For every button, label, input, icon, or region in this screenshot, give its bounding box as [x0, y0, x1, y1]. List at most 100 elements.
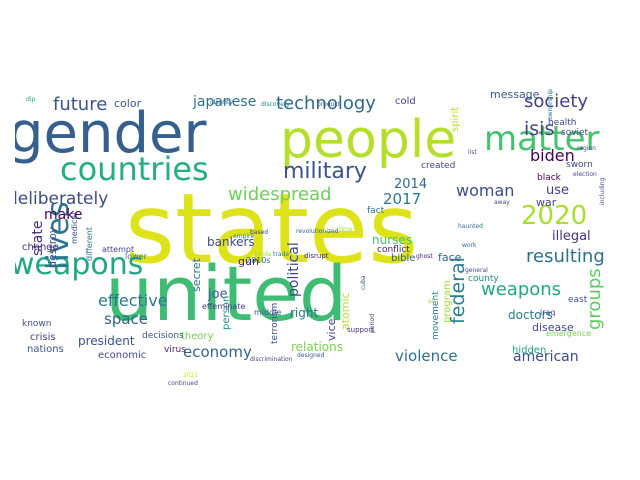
word-virus: virus [164, 345, 186, 355]
word-groups: groups [584, 268, 605, 330]
word-lives: lives [41, 201, 76, 270]
word-matter: matter [484, 119, 600, 159]
word-middle: middle [254, 308, 281, 317]
word-disease: disease [532, 321, 574, 334]
word-vice: vice [325, 318, 338, 341]
word-lower: lower [125, 252, 148, 261]
word-trade: trade [273, 251, 289, 258]
word-relations: relations [291, 340, 343, 354]
word-change: change [22, 242, 59, 253]
word-product: product [317, 101, 341, 108]
word-list: list [468, 149, 477, 156]
word-emergence: emergence [546, 329, 591, 338]
word-program: program [442, 280, 453, 323]
word-federal: federal [447, 257, 469, 324]
word-cloud: states united people gender countries matter w… [15, 78, 623, 398]
word-president: president [78, 334, 135, 348]
word-effeminate: effeminate [202, 302, 245, 311]
word-economic: economic [98, 350, 146, 361]
word-support: support [347, 326, 374, 334]
word-empire: empire [233, 233, 254, 240]
word-haunted: haunted [458, 223, 483, 230]
word-atomic: atomic [339, 292, 352, 330]
word-united: united [105, 249, 347, 338]
word-county: county [468, 274, 499, 284]
word-iraq: iraq [540, 308, 556, 317]
word-joe: joe [207, 287, 228, 302]
word-health: health [548, 118, 577, 128]
word-soviet: soviet [561, 128, 589, 138]
word-time: time [339, 226, 353, 233]
word-region: region [577, 145, 596, 152]
word-different: different [85, 227, 94, 261]
word-technology: technology [276, 93, 376, 114]
word-war: war [536, 196, 557, 209]
word-woman: woman [456, 181, 514, 200]
word-fact: fact [367, 206, 385, 216]
word-space: space [104, 310, 148, 328]
word-including: including [599, 177, 606, 205]
word-cold: cold [395, 96, 416, 107]
word-violence: violence [395, 347, 458, 365]
word-bankers: bankers [207, 235, 255, 249]
word-economy: economy [183, 343, 252, 361]
word-continued: continued [168, 380, 198, 387]
word-states: states [125, 173, 418, 285]
word-message: message [490, 88, 540, 101]
word-isis: isis [524, 118, 554, 140]
word-widespread: widespread [228, 184, 332, 205]
word-al: al [428, 298, 434, 305]
word-ownership: ownership [547, 89, 554, 120]
word-color: color [114, 97, 142, 110]
word-revolutionized: revolutionized [296, 228, 339, 235]
word-attempt: attempt [102, 245, 134, 254]
word-general: general [465, 267, 488, 274]
word-2017: 2017 [383, 190, 421, 208]
word-person: person [221, 296, 232, 330]
word-society: society [524, 91, 588, 112]
word-created: created [421, 161, 455, 171]
word-work: work [462, 242, 477, 249]
word-disrupt: disrupt [304, 252, 329, 260]
word-kinda: kinda [255, 251, 272, 258]
word-state: state [30, 221, 46, 256]
word-gender: gender [15, 101, 207, 166]
word-cuba: cuba [360, 275, 367, 290]
word-resulting: resulting [526, 246, 605, 267]
word-decisions: decisions [142, 331, 184, 341]
word-2020: 2020 [521, 201, 587, 231]
word-sworn: sworn [566, 160, 593, 170]
word-discovery: discovery [261, 101, 290, 108]
word-medical: medical [70, 212, 79, 244]
word-nations: nations [27, 344, 64, 355]
word-2014: 2014 [394, 177, 427, 192]
word-nurses: nurses [372, 233, 412, 247]
word-future: future [53, 94, 107, 115]
word-black: black [537, 173, 562, 183]
word-2010s: 2010s [246, 256, 271, 265]
word-2021: 2021 [183, 372, 198, 379]
word-american: american [513, 349, 579, 365]
word-known: known [22, 319, 52, 329]
word-illegal: illegal [552, 229, 591, 244]
word-right: right [290, 306, 318, 320]
word-deliberately: deliberately [15, 189, 108, 209]
word-period: period [369, 314, 376, 333]
word-hidden: hidden [512, 345, 546, 356]
word-spirit: spirit [450, 107, 461, 132]
word-japanese: japanese [192, 94, 256, 110]
word-make: make [44, 207, 82, 223]
word-movement: movement [431, 291, 441, 340]
word-ghost: ghost [416, 253, 433, 260]
word-weapons: weapons [481, 279, 561, 300]
word-east: east [568, 295, 588, 305]
word-political: political [286, 242, 302, 297]
word-based: based [250, 229, 268, 236]
word-countries: countries [60, 150, 209, 188]
word-secret: secret [190, 257, 203, 292]
word-identity: identity [210, 99, 233, 106]
word-election: election [573, 171, 597, 178]
word-bible: bible [391, 253, 415, 264]
word-face: face [438, 251, 462, 264]
word-discrimination: discrimination [250, 356, 293, 363]
